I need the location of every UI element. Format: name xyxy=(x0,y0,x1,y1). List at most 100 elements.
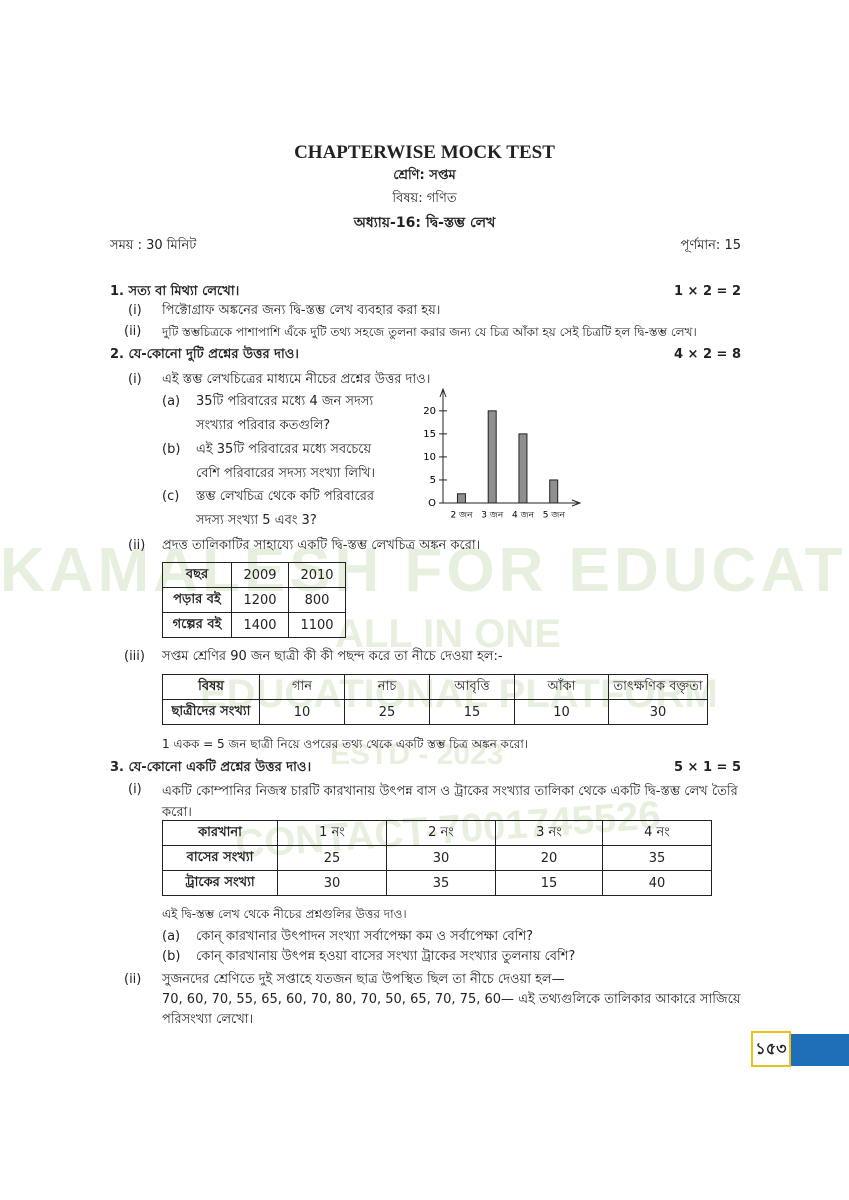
table: কারখানা 1 নং 2 নং 3 নং 4 নং বাসের সংখ্যা 25 30 2… xyxy=(162,820,712,896)
table-cell: বিষয় xyxy=(162,674,260,700)
num: (i) xyxy=(128,372,142,387)
table-cell: 10 xyxy=(514,699,609,725)
table-cell: 4 নং xyxy=(602,820,712,846)
table-cell: পড়ার বই xyxy=(162,587,232,613)
table: বছর 2009 2010 পড়ার বই 1200 800 গল্পের বই 1400 1… xyxy=(162,562,346,638)
text: দুটি স্তম্ভচিত্রকে পাশাপাশি এঁকে দুটি তথ… xyxy=(162,325,697,339)
table-row: ছাত্রীদের সংখ্যা 10 25 15 10 30 xyxy=(162,699,708,725)
table-cell: 35 xyxy=(386,870,496,896)
num: (ii) xyxy=(124,324,142,339)
bar-chart: O 5 10 15 20 2 জন 3 জন 4 জন 5 জন xyxy=(423,387,582,521)
text: এই 35টি পরিবারের মধ্যে সবচেয়ে xyxy=(196,442,372,457)
table-row: বছর 2009 2010 xyxy=(162,562,346,588)
table-cell: গান xyxy=(259,674,345,700)
table-cell: 1 নং xyxy=(277,820,387,846)
text: একটি কোম্পানির নিজস্ব চারটি কারখানায় উৎ… xyxy=(162,784,738,820)
table-cell: আবৃত্তি xyxy=(429,674,515,700)
table-cell: 40 xyxy=(602,870,712,896)
table-row: পড়ার বই 1200 800 xyxy=(162,587,346,613)
table-cell: আঁকা xyxy=(514,674,609,700)
text: সপ্তম শ্রেণির 90 জন ছাত্রী কী কী পছন্দ ক… xyxy=(162,649,503,664)
chapter: অধ্যায়-16: দ্বি-স্তম্ভ লেখ xyxy=(353,215,496,231)
num: (a) xyxy=(162,929,181,944)
table-cell: ছাত্রীদের সংখ্যা xyxy=(162,699,260,725)
text: এই দ্বি-স্তম্ভ লেখ থেকে নীচের প্রশ্নগুলি… xyxy=(162,907,407,921)
title: CHAPTERWISE MOCK TEST xyxy=(294,142,555,163)
num: (ii) xyxy=(128,538,146,553)
y-tick-label: O xyxy=(428,498,436,509)
table-cell: ট্রাকের সংখ্যা xyxy=(162,870,278,896)
table-cell: 1100 xyxy=(288,612,346,638)
watermark: ALL IN ONE xyxy=(335,612,561,656)
text: কোন্ কারখানায় উৎপন্ন হওয়া বাসের সংখ্যা… xyxy=(196,949,576,964)
table-cell: 25 xyxy=(277,845,387,871)
text: সদস্য সংখ্যা 5 এবং 3? xyxy=(196,513,317,528)
watermark: KAMALESH FOR EDUCATION xyxy=(0,536,849,605)
text: সংখ্যার পরিবার কতগুলি? xyxy=(196,418,331,433)
num: (c) xyxy=(162,489,180,504)
full-marks: পূর্ণমান: 15 xyxy=(680,238,742,253)
watermark: ESTD - 2023 xyxy=(330,738,504,771)
marks: 5 × 1 = 5 xyxy=(673,760,741,775)
text: এই স্তম্ভ লেখচিত্রের মাধ্যমে নীচের প্রশ্… xyxy=(162,372,431,387)
text: বেশি পরিবারের সদস্য সংখ্যা লিখি। xyxy=(196,466,376,481)
y-arrow xyxy=(439,387,447,398)
table-cell: 3 নং xyxy=(495,820,603,846)
table-cell: 1400 xyxy=(231,612,289,638)
table-cell: 35 xyxy=(602,845,712,871)
table-cell: 1200 xyxy=(231,587,289,613)
x-tick-label: 5 জন xyxy=(543,511,566,521)
table-cell: 800 xyxy=(288,587,346,613)
class: শ্রেণি: সপ্তম xyxy=(393,168,456,183)
table-cell: বছর xyxy=(162,562,232,588)
table-cell: 2009 xyxy=(231,562,289,588)
table-row: কারখানা 1 নং 2 নং 3 নং 4 নং xyxy=(162,820,712,846)
bar xyxy=(549,479,559,504)
text: সুজনদের শ্রেণিতে দুই সপ্তাহে যতজন ছাত্র … xyxy=(162,972,565,987)
y-tick-label: 5 xyxy=(430,475,436,486)
text: প্রদত্ত তালিকাটির সাহায্যে একটি দ্বি-স্ত… xyxy=(162,538,481,553)
x-tick-label: 4 জন xyxy=(512,511,535,521)
table-row: বাসের সংখ্যা 25 30 20 35 xyxy=(162,845,712,871)
table-cell: 15 xyxy=(495,870,603,896)
subject: বিষয়: গণিত xyxy=(392,191,457,206)
text: 70, 60, 70, 55, 65, 60, 70, 80, 70, 50, … xyxy=(162,992,741,1027)
table-cell: 2 নং xyxy=(386,820,496,846)
marks: 1 × 2 = 2 xyxy=(673,284,741,299)
table-cell: 10 xyxy=(259,699,345,725)
q-heading: 3. যে-কোনো একটি প্রশ্নের উত্তর দাও। xyxy=(110,760,312,775)
time: সময় : 30 মিনিট xyxy=(110,238,197,253)
bar xyxy=(456,493,466,504)
page-number: ১৫৩ xyxy=(751,1031,791,1067)
table-row: বিষয় গান নাচ আবৃত্তি আঁকা তাৎক্ষণিক বক্তৃতা xyxy=(162,674,708,700)
num: (ii) xyxy=(124,972,142,987)
bar xyxy=(487,410,497,504)
text: পিক্টোগ্রাফ অঙ্কনের জন্য দ্বি-স্তম্ভ লেখ… xyxy=(162,303,441,318)
table-cell: 30 xyxy=(608,699,708,725)
x-tick-label: 3 জন xyxy=(481,511,504,521)
num: (i) xyxy=(128,782,142,797)
table-cell: নাচ xyxy=(344,674,430,700)
table-cell: 30 xyxy=(386,845,496,871)
q-heading: 2. যে-কোনো দুটি প্রশ্নের উত্তর দাও। xyxy=(110,347,299,362)
y-tick-label: 15 xyxy=(423,429,436,440)
table: বিষয় গান নাচ আবৃত্তি আঁকা তাৎক্ষণিক বক্তৃতা ছ… xyxy=(162,674,708,725)
table-cell: কারখানা xyxy=(162,820,278,846)
num: (b) xyxy=(162,442,181,457)
table-cell: 15 xyxy=(429,699,515,725)
text: 35টি পরিবারের মধ্যে 4 জন সদস্য xyxy=(196,394,374,409)
table-cell: 25 xyxy=(344,699,430,725)
num: (a) xyxy=(162,394,181,409)
table-row: ট্রাকের সংখ্যা 30 35 15 40 xyxy=(162,870,712,896)
bar xyxy=(518,433,528,504)
x-arrow xyxy=(571,499,582,507)
y-tick-label: 10 xyxy=(423,452,436,463)
table-cell: 30 xyxy=(277,870,387,896)
num: (iii) xyxy=(124,649,145,664)
table-row: গল্পের বই 1400 1100 xyxy=(162,612,346,638)
x-tick-label: 2 জন xyxy=(450,511,473,521)
table-cell: তাৎক্ষণিক বক্তৃতা xyxy=(608,674,708,700)
y-tick-label: 20 xyxy=(423,406,436,417)
text: কোন্ কারখানার উৎপাদন সংখ্যা সর্বাপেক্ষা … xyxy=(196,929,534,944)
